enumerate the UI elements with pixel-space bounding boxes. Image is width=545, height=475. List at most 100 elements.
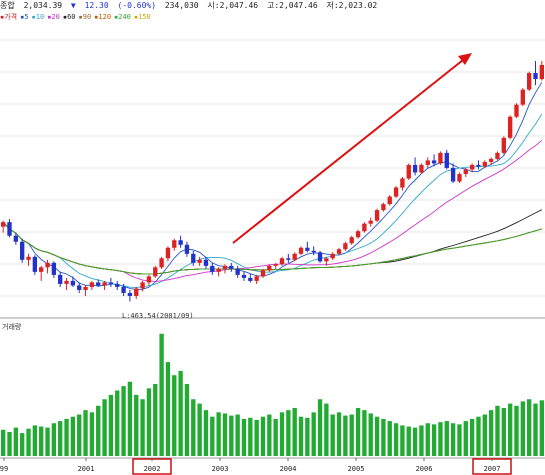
volume-bar — [32, 425, 38, 456]
candle-body — [191, 253, 196, 263]
x-axis-label: 2007 — [484, 465, 501, 473]
candle-body — [260, 270, 266, 277]
volume-bar — [412, 427, 418, 456]
volume-bar — [197, 403, 202, 456]
trend-arrow-head-icon — [458, 53, 472, 65]
candle-body — [70, 280, 76, 286]
candle-body — [248, 277, 253, 281]
candle-body — [349, 237, 354, 244]
candle-body — [222, 265, 228, 269]
volume-bar — [419, 425, 424, 456]
volume-bar — [146, 388, 152, 456]
volume-bar — [311, 412, 316, 456]
volume-bar — [444, 421, 449, 456]
candle-body — [374, 210, 380, 221]
volume-bar — [77, 414, 82, 456]
price-change: 12.30 — [84, 1, 109, 10]
volume-bar — [45, 427, 50, 456]
volume-bar — [7, 431, 12, 456]
candle-body — [267, 265, 272, 271]
candle-body — [311, 250, 316, 253]
candle-body — [507, 116, 513, 138]
low-price: 저:2,023.02 — [326, 1, 378, 10]
volume-bar — [254, 419, 259, 456]
candle-body — [438, 152, 443, 164]
candle-body — [32, 256, 38, 272]
x-axis-label: 2004 — [280, 465, 297, 473]
volume-bar — [83, 410, 88, 456]
ma-line-90 — [2, 221, 542, 275]
candle-body — [26, 256, 31, 260]
candle-body — [488, 158, 494, 162]
candle-body — [393, 187, 399, 197]
legend-item-20: ▪20 — [47, 13, 60, 21]
candle-body — [463, 169, 468, 174]
volume-bar — [267, 414, 272, 456]
legend-item-60: ▪60 — [62, 13, 76, 21]
volume-bar — [317, 399, 323, 456]
ma-line-240 — [2, 221, 542, 275]
volume-bar — [450, 423, 456, 456]
volume-bar — [368, 413, 373, 456]
candle-body — [153, 267, 158, 277]
candle-body — [450, 167, 456, 182]
volume-bar — [431, 424, 437, 456]
x-axis-label: 2002 — [144, 465, 161, 473]
candle-body — [7, 222, 12, 236]
candle-body — [83, 286, 88, 290]
candle-body — [20, 241, 25, 260]
high-price: 고:2,047.46 — [266, 1, 318, 10]
volume-bar — [39, 426, 44, 456]
volume-bar — [387, 421, 392, 456]
volume-bar — [260, 416, 266, 456]
candle-body — [495, 152, 500, 159]
candle-body — [58, 274, 63, 284]
legend-item-10: ▪10 — [31, 13, 45, 21]
candle-body — [444, 152, 449, 168]
candle-body — [457, 173, 462, 182]
volume-bar — [248, 417, 253, 456]
trend-arrow-line — [232, 55, 469, 244]
candle-body — [400, 178, 405, 188]
volume-bar — [520, 401, 525, 456]
candle-body — [108, 282, 114, 284]
candle-body — [501, 137, 506, 153]
legend-item-90: ▪90 — [78, 13, 92, 21]
candle-body — [115, 283, 120, 287]
candle-body — [292, 253, 297, 260]
volume-bar — [425, 423, 430, 456]
candle-body — [127, 292, 133, 296]
volume-bar — [298, 416, 304, 456]
candle-body — [159, 258, 164, 268]
volume-bar — [241, 418, 247, 456]
candle-body — [305, 247, 310, 251]
candle-body — [102, 282, 107, 286]
candle-body — [514, 104, 519, 117]
open-price: 시:2,047.46 — [207, 1, 259, 10]
volume-bar — [355, 407, 361, 456]
x-axis-label: 2001 — [78, 465, 95, 473]
volume-bar — [526, 399, 532, 456]
candle-body — [51, 262, 57, 275]
volume-bar — [539, 400, 544, 456]
candle-body — [146, 276, 152, 283]
volume-bar — [210, 416, 215, 456]
volume-bar — [58, 421, 63, 456]
volume-bar — [96, 405, 101, 456]
candle-body — [362, 223, 367, 232]
candle-body — [134, 288, 139, 296]
candle-body — [533, 73, 538, 80]
x-axis-label: 99 — [0, 465, 8, 473]
volume-bar — [51, 423, 57, 456]
index-name: 종합 — [0, 1, 15, 10]
candle-body — [96, 282, 101, 286]
volume-bar — [438, 422, 443, 456]
volume-bar — [184, 383, 190, 456]
volume-bar — [374, 416, 380, 456]
trading-volume: 234,030 — [164, 1, 199, 10]
low-price-annotation: L:463.54(2001/09) — [122, 312, 194, 320]
volume-bar — [153, 383, 158, 456]
candle-body — [476, 164, 481, 167]
candle-body — [330, 253, 335, 259]
